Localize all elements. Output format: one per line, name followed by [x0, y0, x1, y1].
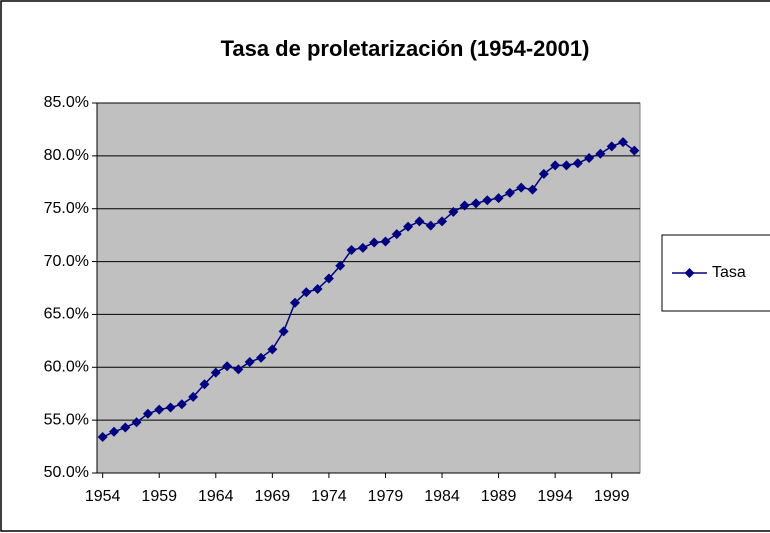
y-tick-label: 70.0% — [44, 253, 89, 270]
point-marker — [572, 158, 583, 169]
point-marker — [618, 137, 629, 148]
x-tick-label: 1979 — [368, 488, 404, 505]
point-marker — [391, 229, 402, 240]
point-marker — [403, 221, 414, 232]
point-marker — [584, 152, 595, 163]
point-marker — [267, 344, 278, 355]
point-marker — [108, 426, 119, 437]
point-marker — [516, 182, 527, 193]
y-tick-label: 60.0% — [44, 359, 89, 376]
x-tick-label: 1984 — [424, 488, 460, 505]
point-marker — [380, 236, 391, 247]
x-tick-label: 1989 — [481, 488, 517, 505]
point-marker — [606, 141, 617, 152]
point-marker — [188, 391, 199, 402]
point-marker — [154, 404, 165, 415]
point-marker — [550, 160, 561, 171]
x-tick-label: 1994 — [537, 488, 573, 505]
point-marker — [233, 364, 244, 375]
point-marker — [538, 168, 549, 179]
point-marker — [459, 200, 470, 211]
point-marker — [176, 399, 187, 410]
y-tick-label: 85.0% — [44, 94, 89, 111]
point-marker — [561, 160, 572, 171]
point-marker — [425, 220, 436, 231]
point-marker — [244, 357, 255, 367]
point-marker — [323, 273, 334, 284]
point-marker — [120, 422, 131, 433]
y-tick-label: 80.0% — [44, 147, 89, 164]
x-tick-label: 1974 — [311, 488, 347, 505]
point-marker — [289, 297, 300, 308]
point-marker — [278, 326, 289, 337]
point-marker — [504, 187, 515, 198]
point-marker — [199, 379, 210, 390]
point-marker — [493, 193, 504, 204]
x-tick-label: 1969 — [255, 488, 291, 505]
point-marker — [527, 184, 538, 195]
point-marker — [448, 206, 459, 217]
point-marker — [142, 408, 153, 419]
point-marker — [97, 432, 108, 443]
point-marker — [437, 216, 448, 227]
point-marker — [256, 352, 267, 363]
point-marker — [222, 361, 233, 372]
legend-label: Tasa — [712, 264, 746, 281]
y-tick-label: 65.0% — [44, 306, 89, 323]
point-marker — [482, 195, 493, 206]
point-marker — [595, 148, 606, 159]
point-marker — [335, 260, 346, 271]
point-marker — [369, 237, 380, 248]
x-tick-label: 1959 — [141, 488, 177, 505]
point-marker — [210, 367, 221, 378]
point-marker — [346, 244, 357, 255]
point-marker — [414, 216, 425, 227]
x-tick-label: 1964 — [198, 488, 234, 505]
y-tick-label: 75.0% — [44, 200, 89, 217]
point-marker — [301, 287, 312, 298]
x-tick-label: 1954 — [85, 488, 121, 505]
x-tick-label: 1999 — [594, 488, 630, 505]
point-marker — [357, 242, 368, 253]
point-marker — [131, 417, 142, 428]
plot-area — [96, 102, 641, 474]
y-tick-label: 55.0% — [44, 411, 89, 428]
point-marker — [312, 284, 323, 295]
point-marker — [165, 402, 176, 413]
y-tick-label: 50.0% — [44, 464, 89, 481]
legend-marker — [684, 268, 695, 278]
chart-title: Tasa de proletarización (1954-2001) — [221, 36, 590, 61]
point-marker — [470, 198, 481, 209]
point-marker — [629, 145, 640, 156]
